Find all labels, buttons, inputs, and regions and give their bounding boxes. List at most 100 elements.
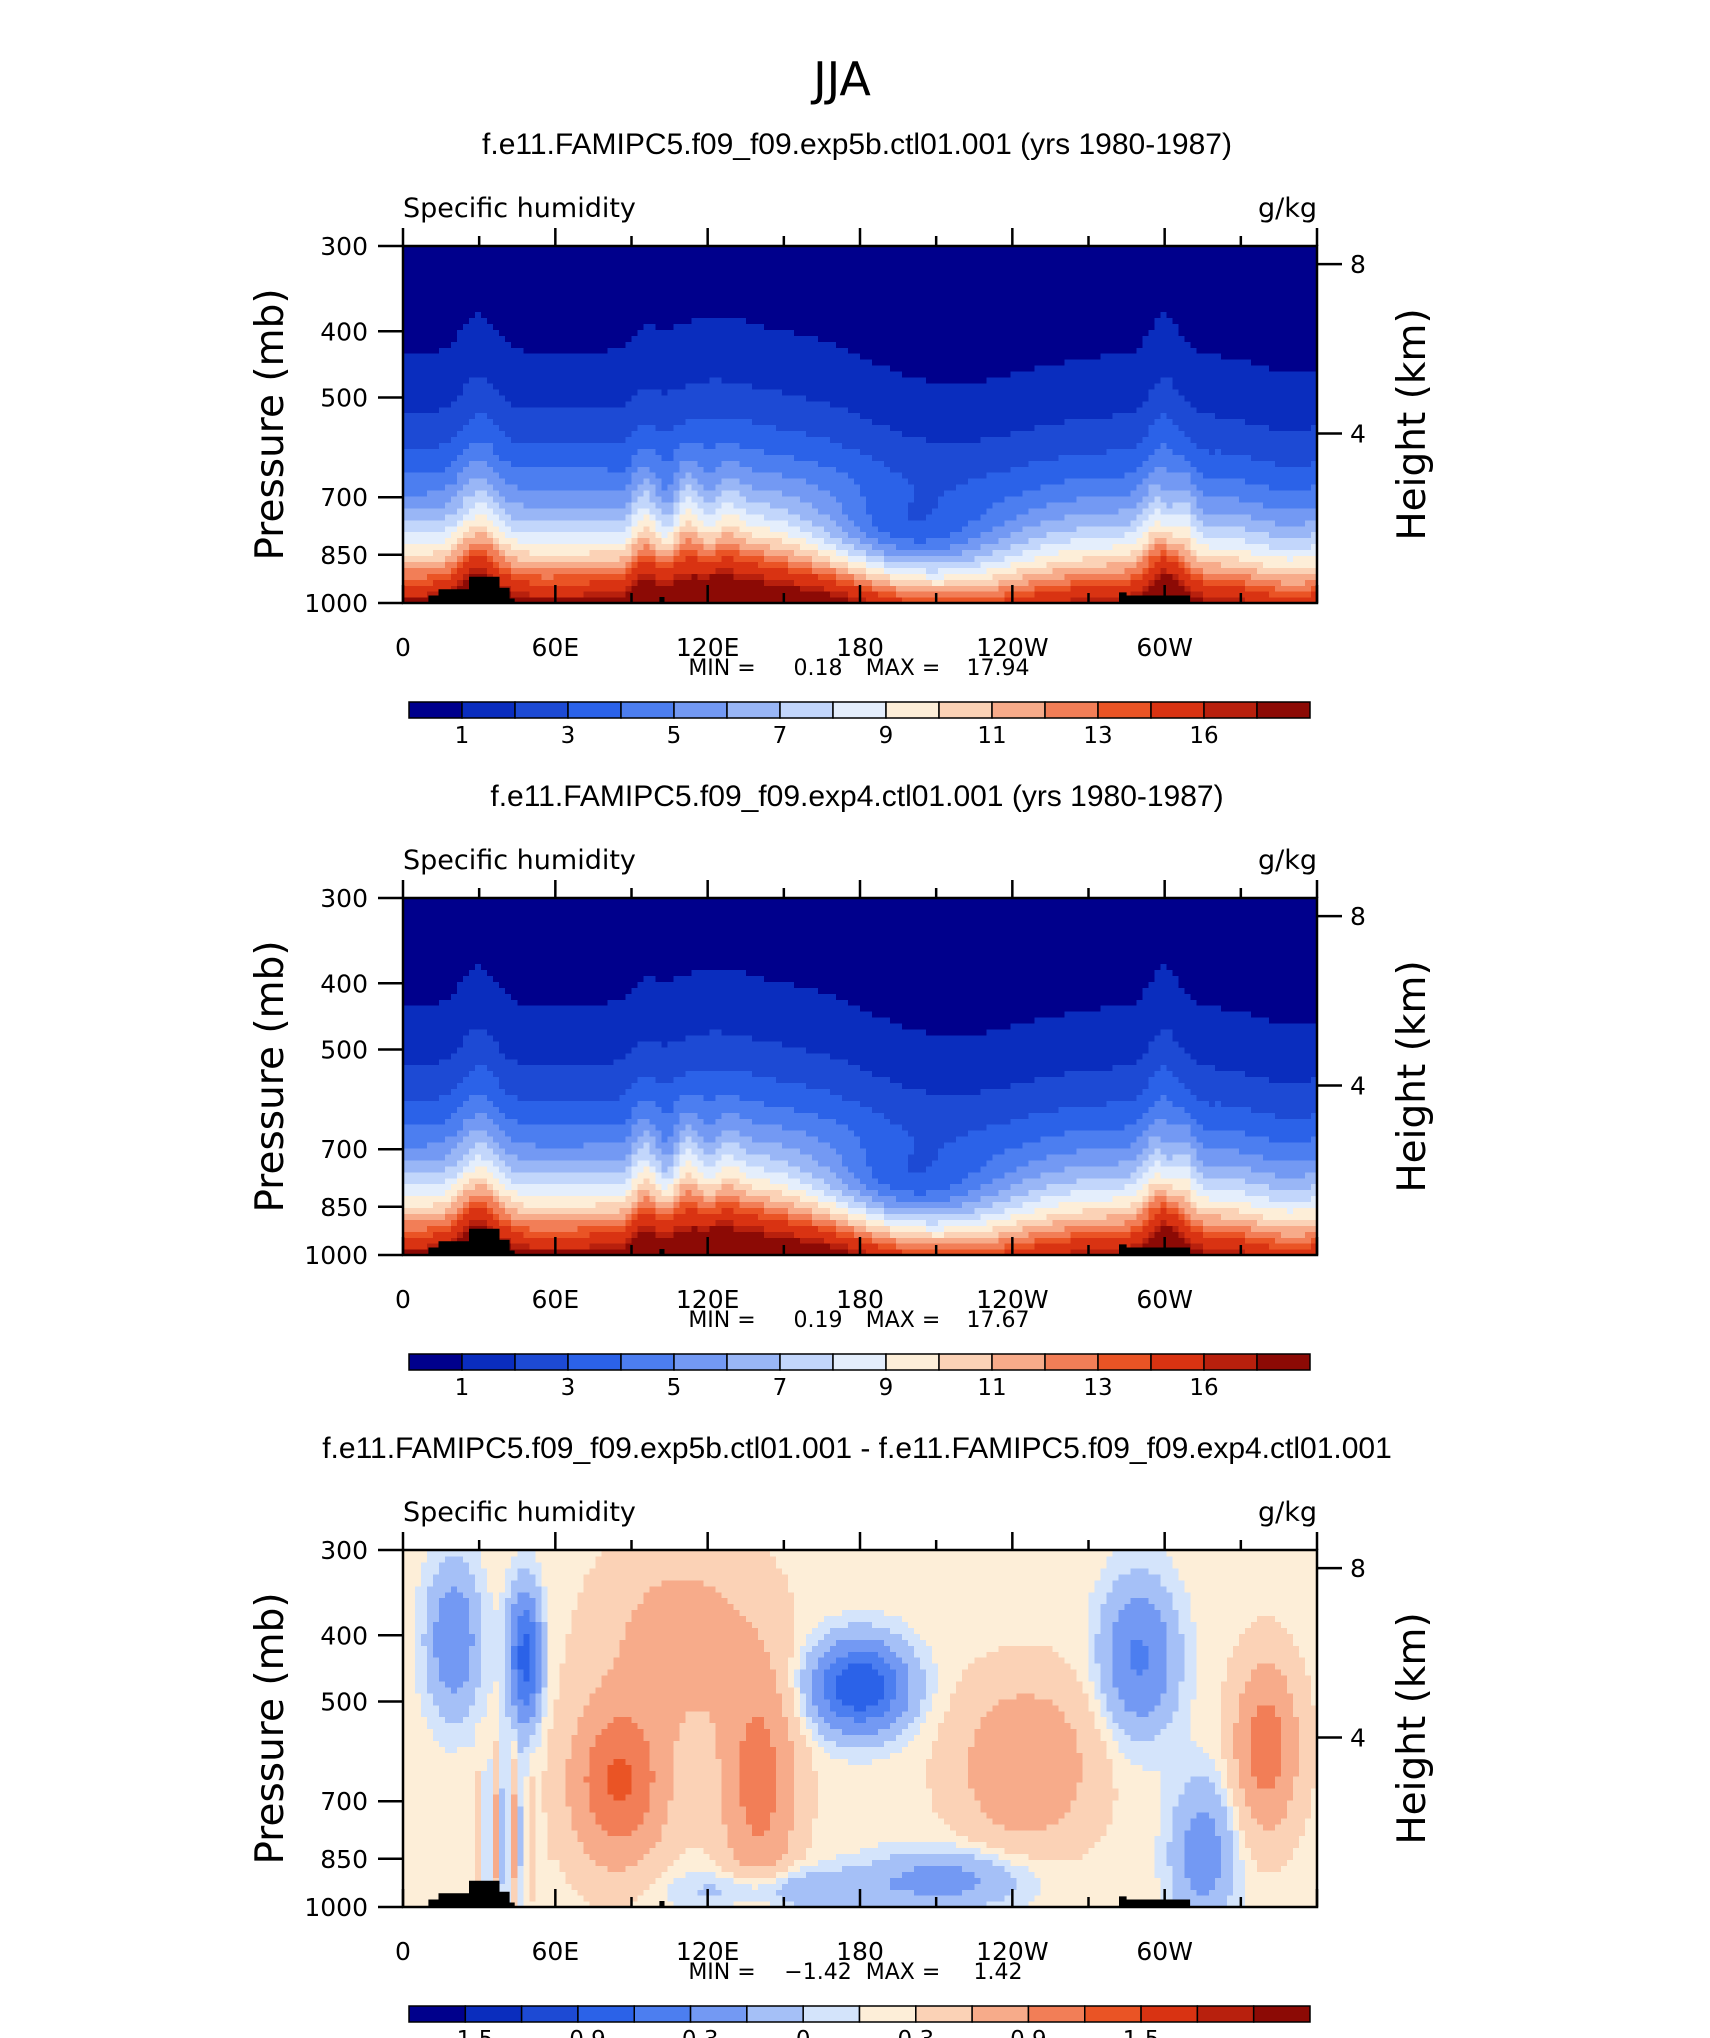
contour-cell bbox=[535, 1207, 542, 1214]
contour-cell bbox=[1082, 1130, 1090, 1149]
contour-cell bbox=[685, 1159, 693, 1173]
contour-cell bbox=[433, 448, 440, 473]
contour-cell bbox=[469, 1130, 476, 1149]
y-tick-label: 850 bbox=[320, 1193, 368, 1222]
contour-cell bbox=[559, 1124, 566, 1149]
contour-cell bbox=[1100, 525, 1108, 539]
contour-cell bbox=[475, 1141, 482, 1155]
contour-cell bbox=[1052, 1076, 1060, 1113]
contour-cell bbox=[1178, 472, 1186, 491]
contour-cell bbox=[1178, 394, 1186, 432]
contour-cell bbox=[1244, 591, 1252, 604]
contour-cell bbox=[1034, 525, 1041, 539]
contour-cell bbox=[866, 1231, 873, 1238]
contour-cell bbox=[703, 1195, 711, 1203]
contour-cell bbox=[938, 1219, 945, 1232]
contour-cell bbox=[1112, 525, 1120, 539]
contour-cell bbox=[739, 1159, 747, 1173]
contour-cell bbox=[823, 567, 831, 574]
contour-cell bbox=[860, 246, 867, 360]
contour-cell bbox=[902, 1213, 909, 1220]
contour-cell bbox=[739, 1070, 747, 1101]
contour-cell bbox=[1262, 555, 1270, 568]
contour-cell bbox=[986, 561, 993, 568]
contour-cell bbox=[1094, 478, 1102, 497]
contour-cell bbox=[829, 1195, 837, 1203]
contour-cell bbox=[1262, 1136, 1270, 1161]
contour-cell bbox=[673, 543, 681, 551]
contour-cell bbox=[529, 406, 536, 443]
contour-cell bbox=[577, 246, 584, 354]
contour-cell bbox=[733, 1195, 741, 1203]
contour-cell bbox=[697, 1225, 705, 1232]
contour-cell bbox=[1016, 1165, 1023, 1185]
contour-cell bbox=[998, 1028, 1005, 1089]
contour-cell bbox=[1154, 898, 1162, 970]
contour-cell bbox=[1016, 466, 1023, 497]
contour-cell bbox=[1178, 543, 1186, 556]
contour-cell bbox=[1214, 478, 1222, 497]
contour-cell bbox=[1208, 1064, 1216, 1107]
contour-cell bbox=[1052, 1219, 1060, 1232]
contour-cell bbox=[517, 898, 524, 1006]
contour-cell bbox=[1094, 585, 1102, 598]
contour-cell bbox=[1070, 418, 1078, 455]
contour-cell bbox=[469, 1094, 476, 1119]
contour-cell bbox=[763, 472, 771, 491]
contour-cell bbox=[998, 1213, 1005, 1220]
contour-cell bbox=[583, 898, 590, 1006]
contour-cell bbox=[1046, 1237, 1054, 1244]
contour-cell bbox=[1094, 359, 1102, 420]
contour-cell bbox=[890, 597, 897, 604]
contour-cell bbox=[1016, 579, 1023, 586]
contour-cell bbox=[601, 1100, 609, 1125]
contour-cell bbox=[1034, 1225, 1041, 1232]
contour-cell bbox=[679, 1213, 687, 1226]
contour-cell bbox=[817, 1177, 825, 1191]
x-tick-label: 60E bbox=[532, 1285, 580, 1314]
contour-cell bbox=[1022, 1177, 1029, 1197]
contour-cell bbox=[1250, 1231, 1258, 1238]
contour-cell bbox=[1064, 898, 1072, 1012]
contour-cell bbox=[878, 246, 885, 366]
contour-cell bbox=[661, 537, 669, 545]
contour-cell bbox=[793, 1207, 801, 1214]
contour-cell bbox=[703, 472, 711, 491]
contour-cell bbox=[823, 341, 831, 402]
contour-cell bbox=[1262, 1207, 1270, 1220]
contour-cell bbox=[589, 1171, 597, 1185]
contour-cell bbox=[1256, 531, 1264, 545]
contour-cell bbox=[1268, 519, 1276, 539]
contour-cell bbox=[1220, 567, 1228, 574]
contour-cell bbox=[493, 1219, 500, 1232]
contour-cell bbox=[1082, 1165, 1090, 1179]
contour-cell bbox=[703, 317, 711, 384]
contour-cell bbox=[1250, 555, 1258, 562]
contour-cell bbox=[667, 513, 675, 527]
contour-cell bbox=[721, 1141, 729, 1155]
contour-cell bbox=[1304, 1249, 1312, 1256]
contour-cell bbox=[769, 388, 777, 426]
contour-cell bbox=[679, 1153, 687, 1167]
contour-cell bbox=[775, 472, 783, 491]
contour-cell bbox=[535, 489, 542, 509]
contour-cell bbox=[968, 549, 975, 562]
contour-cell bbox=[1286, 1249, 1294, 1256]
contour-cell bbox=[1208, 495, 1216, 515]
contour-cell bbox=[908, 1136, 915, 1155]
contour-cell bbox=[1028, 246, 1035, 372]
contour-cell bbox=[595, 353, 603, 408]
contour-cell bbox=[1274, 1189, 1282, 1203]
contour-cell bbox=[950, 898, 957, 1036]
contour-cell bbox=[1004, 1219, 1011, 1226]
contour-cell bbox=[517, 1219, 524, 1226]
contour-cell bbox=[1262, 579, 1270, 586]
contour-cell bbox=[817, 341, 825, 402]
contour-cell bbox=[715, 495, 723, 509]
contour-cell bbox=[926, 513, 933, 539]
contour-cell bbox=[667, 898, 675, 982]
contour-cell bbox=[932, 585, 939, 592]
contour-cell bbox=[1238, 513, 1246, 527]
contour-cell bbox=[451, 543, 458, 551]
contour-cell bbox=[631, 555, 639, 562]
